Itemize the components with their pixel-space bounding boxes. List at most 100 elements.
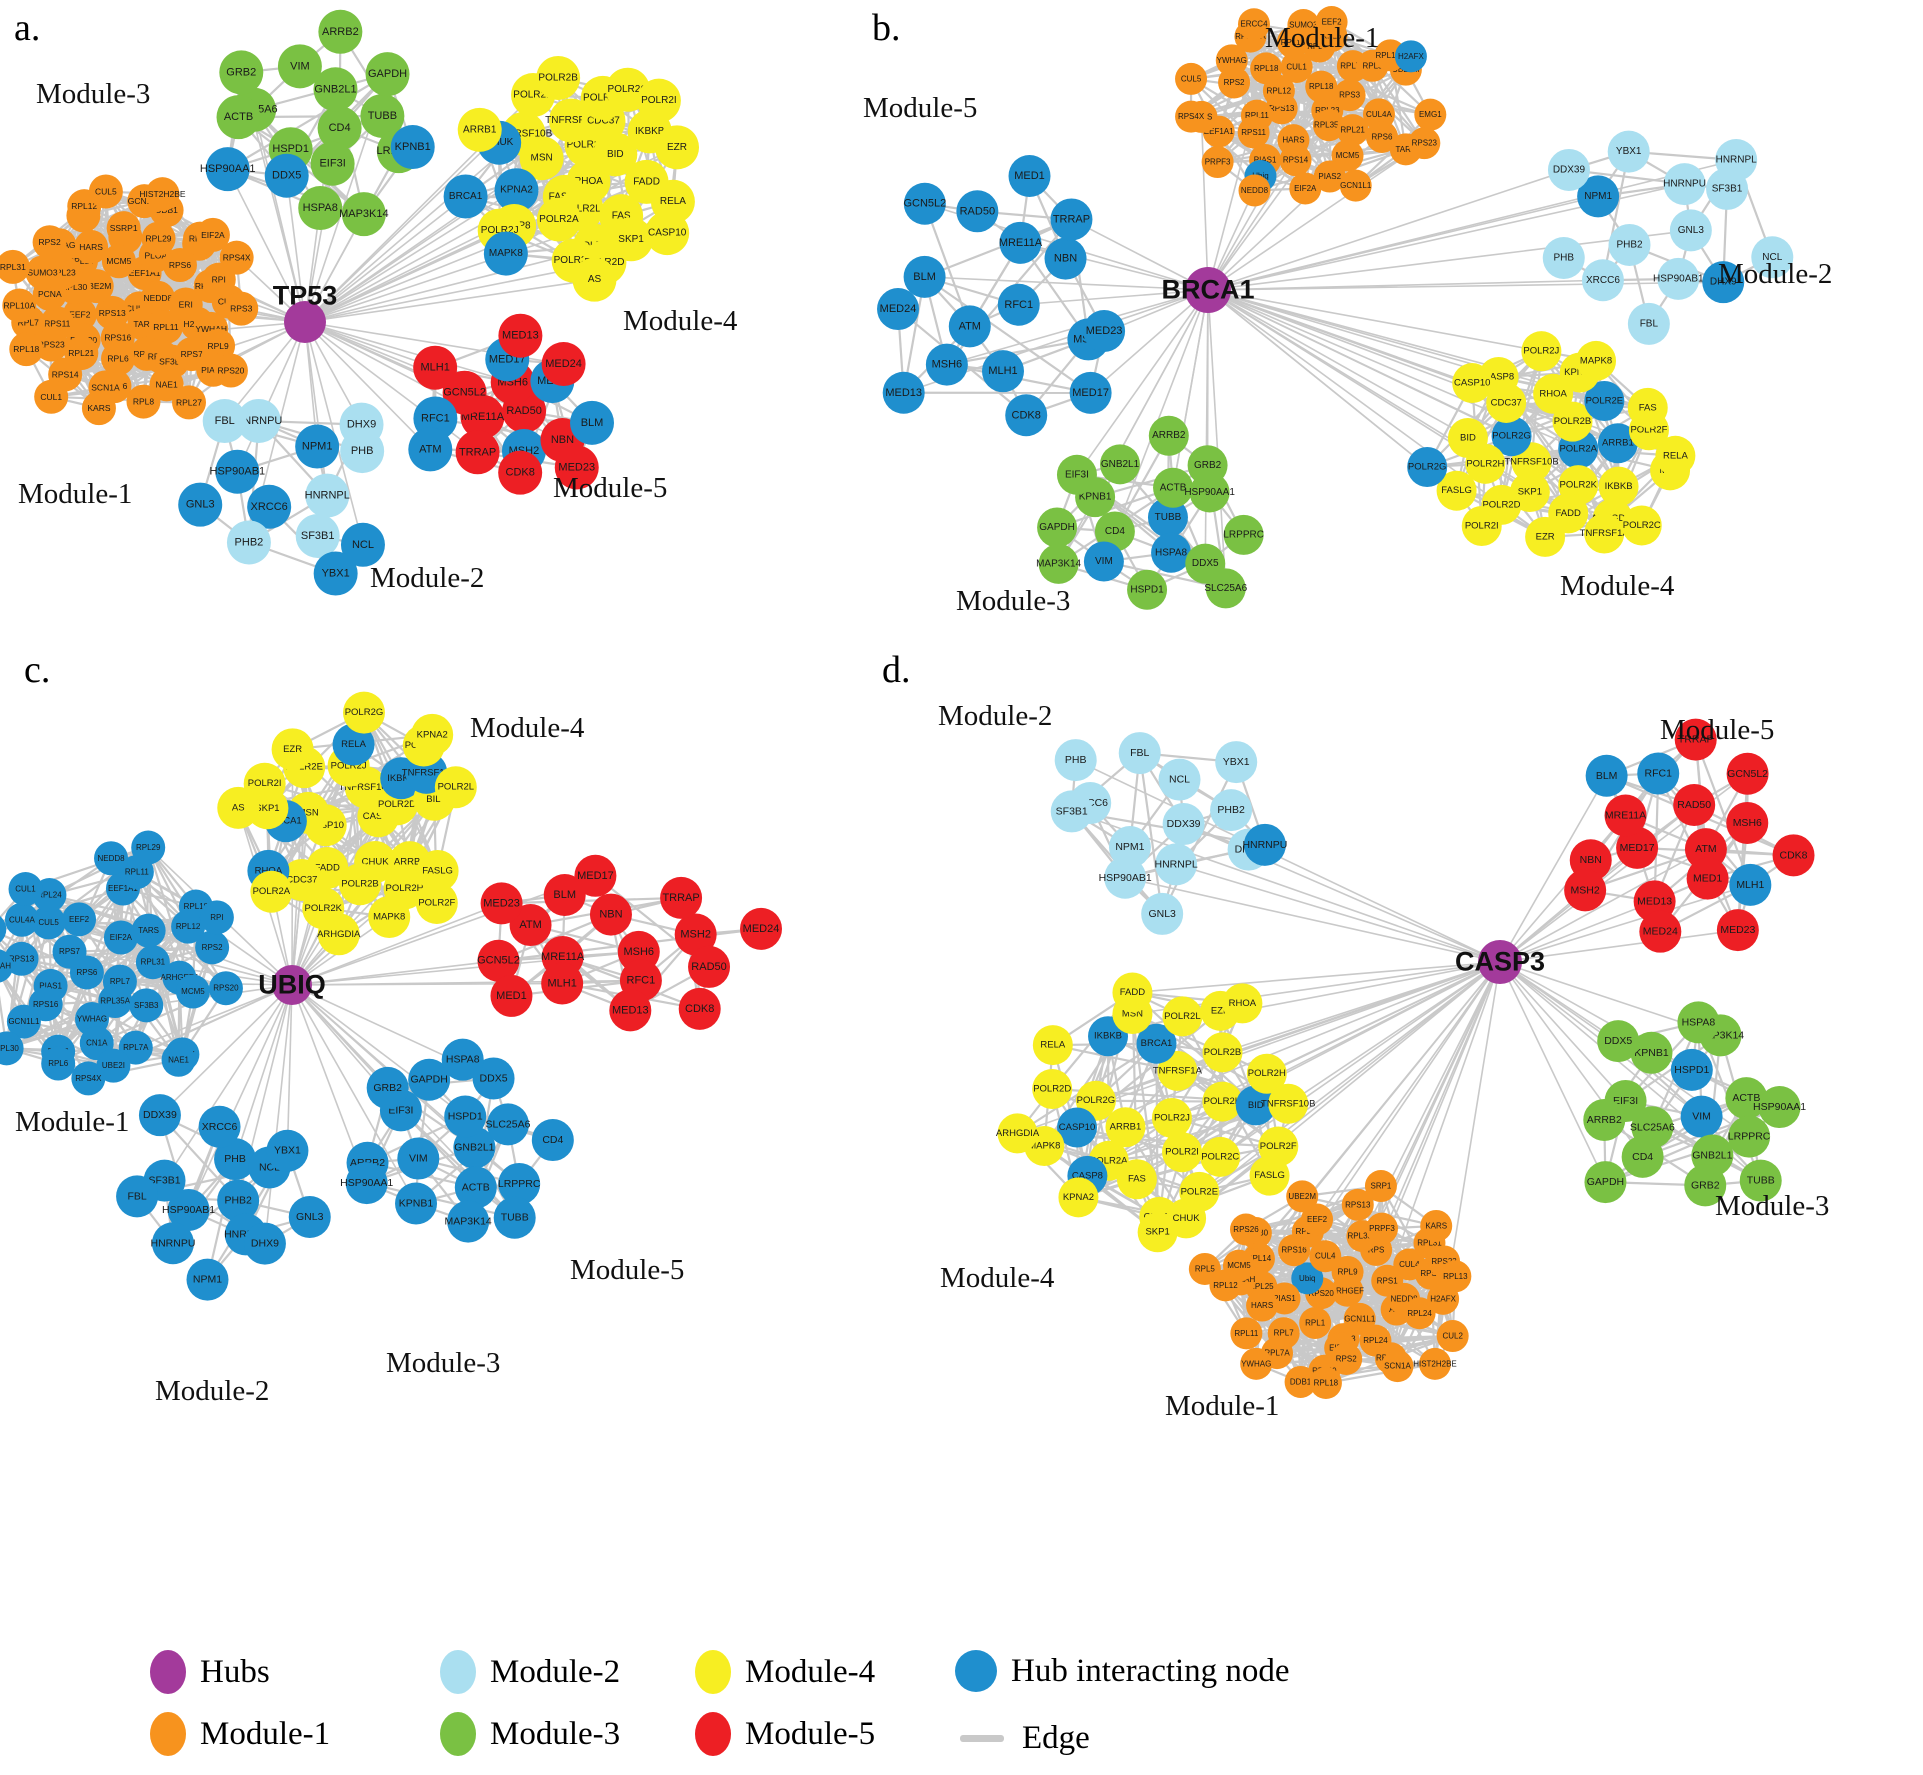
network-node[interactable]: EIF3I — [1056, 454, 1097, 495]
network-node[interactable]: RAD50 — [688, 945, 731, 988]
network-node[interactable]: YBX1 — [266, 1129, 309, 1172]
network-node[interactable]: RPL18 — [1250, 52, 1283, 85]
network-node[interactable]: MED23 — [1716, 909, 1759, 952]
network-node[interactable]: NCL — [1158, 758, 1201, 801]
network-node[interactable]: RPS14 — [1279, 144, 1312, 177]
network-node[interactable]: ARRB2 — [1148, 415, 1189, 456]
network-node[interactable]: CDK8 — [678, 987, 721, 1030]
network-node[interactable]: CASP10 — [645, 211, 690, 256]
network-node[interactable]: POLR2L — [434, 766, 477, 809]
network-node[interactable]: RELA — [1655, 435, 1696, 476]
hub-node[interactable] — [1478, 940, 1522, 984]
network-node[interactable]: GNL3 — [1669, 209, 1712, 252]
network-node[interactable]: RELA — [1032, 1025, 1073, 1066]
network-node[interactable]: RPS26 — [1229, 1213, 1262, 1246]
network-node[interactable]: MLH1 — [981, 350, 1024, 393]
network-node[interactable]: YBX1 — [313, 551, 358, 596]
network-node[interactable]: MAPK8 — [1576, 340, 1617, 381]
panel-c-hub-label[interactable]: UBIQ — [258, 969, 326, 1000]
network-node[interactable]: ATM — [408, 427, 453, 472]
network-node[interactable]: ACTB — [1153, 467, 1194, 508]
network-node[interactable]: POLR2B — [1202, 1032, 1243, 1073]
network-node[interactable]: POLR2J — [1521, 331, 1562, 372]
network-node[interactable]: POLR2B — [339, 863, 382, 906]
network-node[interactable]: TARS — [131, 913, 166, 948]
network-node[interactable]: HNRNPL — [305, 473, 350, 518]
network-node[interactable]: POLR2F — [415, 881, 458, 924]
network-node[interactable]: RPL8 — [126, 384, 161, 419]
network-node[interactable]: GNL3 — [178, 482, 223, 527]
network-node[interactable]: KPNB1 — [390, 125, 435, 170]
network-node[interactable]: MCM5 — [175, 974, 210, 1009]
network-node[interactable]: YBX1 — [1607, 130, 1650, 173]
network-node[interactable]: MED24 — [740, 907, 783, 950]
network-node[interactable]: SF3B1 — [295, 513, 340, 558]
network-node[interactable]: FBL — [116, 1175, 159, 1218]
network-node[interactable]: MAP3K14 — [1036, 543, 1082, 584]
network-node[interactable]: TRRAP — [455, 430, 500, 475]
hub-node[interactable] — [1185, 267, 1231, 313]
network-node[interactable]: POLR2C — [1621, 505, 1662, 546]
network-node[interactable]: RPL11 — [1230, 1317, 1263, 1350]
network-node[interactable]: POLR2D — [1032, 1069, 1073, 1110]
network-node[interactable]: PHB2 — [1608, 223, 1651, 266]
network-node[interactable]: HNRNPL — [1715, 138, 1758, 181]
network-node[interactable]: GNL3 — [1141, 892, 1184, 935]
network-node[interactable]: EIF3I — [310, 141, 355, 186]
network-node[interactable]: KARS — [1420, 1209, 1453, 1242]
network-node[interactable]: SUMO3 — [25, 255, 60, 290]
network-node[interactable]: PRPF3 — [1201, 146, 1234, 179]
network-node[interactable]: PHB — [1542, 237, 1585, 280]
network-node[interactable]: HSPD1 — [1670, 1048, 1713, 1091]
network-node[interactable]: HSPA8 — [1151, 532, 1192, 573]
network-node[interactable]: MED23 — [480, 882, 523, 925]
panel-b-hub-label[interactable]: BRCA1 — [1161, 274, 1255, 305]
network-node[interactable]: MED1 — [1686, 857, 1729, 900]
network-node[interactable]: POLR2I — [636, 78, 681, 123]
network-node[interactable]: FBL — [202, 399, 247, 444]
network-node[interactable]: ARRB1 — [457, 107, 502, 152]
network-node[interactable]: MED1 — [490, 974, 533, 1017]
network-node[interactable]: GNB2L1 — [1100, 444, 1141, 485]
network-node[interactable]: MRE11A — [1604, 794, 1647, 837]
network-node[interactable]: GNL3 — [288, 1196, 331, 1239]
network-node[interactable]: AS — [572, 257, 617, 302]
network-node[interactable]: YWHAG — [1240, 1347, 1273, 1380]
network-node[interactable]: PHB2 — [1210, 789, 1253, 832]
network-node[interactable]: RPL18 — [9, 332, 44, 367]
network-node[interactable]: MED24 — [1639, 910, 1682, 953]
network-node[interactable]: VIM — [1083, 541, 1124, 582]
network-node[interactable]: RPL6 — [41, 1046, 76, 1081]
network-node[interactable]: POLR2G — [1407, 446, 1448, 487]
network-node[interactable]: FADD — [1112, 972, 1153, 1013]
network-node[interactable]: ARRB2 — [1583, 1098, 1626, 1141]
network-node[interactable]: RAD50 — [956, 190, 999, 233]
network-node[interactable]: SF3B3 — [129, 988, 164, 1023]
network-node[interactable]: GAPDH — [1037, 507, 1078, 548]
network-node[interactable]: EMG1 — [1414, 98, 1447, 131]
network-node[interactable]: MED1 — [1008, 155, 1051, 198]
network-node[interactable]: EZR — [655, 125, 700, 170]
network-node[interactable]: POLR2C — [1200, 1136, 1241, 1177]
network-node[interactable]: PHB2 — [226, 520, 271, 565]
network-node[interactable]: DDX5 — [264, 153, 309, 198]
network-node[interactable]: XRCC6 — [1581, 259, 1624, 302]
network-node[interactable]: ACTB — [216, 95, 261, 140]
panel-a-hub-label[interactable]: TP53 — [272, 280, 338, 311]
network-node[interactable]: SF3B1 — [1050, 790, 1093, 833]
network-node[interactable]: POLR2L — [1162, 996, 1203, 1037]
network-node[interactable]: PRPF3 — [1365, 1212, 1398, 1245]
network-node[interactable]: FBL — [1118, 732, 1161, 775]
network-node[interactable]: POLR2I — [1162, 1132, 1203, 1173]
network-node[interactable]: RPL29 — [131, 830, 166, 865]
network-node[interactable]: RPL27 — [172, 385, 207, 420]
network-node[interactable]: MLH1 — [541, 962, 584, 1005]
network-node[interactable]: HSPA8 — [1677, 1001, 1720, 1044]
network-node[interactable]: MSH2 — [1564, 869, 1607, 912]
network-node[interactable]: EZR — [271, 728, 314, 771]
network-node[interactable]: GCN1L1 — [1339, 169, 1372, 202]
network-node[interactable]: HSPA8 — [441, 1038, 484, 1081]
network-node[interactable]: CASP10 — [1452, 363, 1493, 404]
panel-d-hub-label[interactable]: CASP3 — [1454, 946, 1546, 977]
network-node[interactable]: POLR2A — [250, 870, 293, 913]
